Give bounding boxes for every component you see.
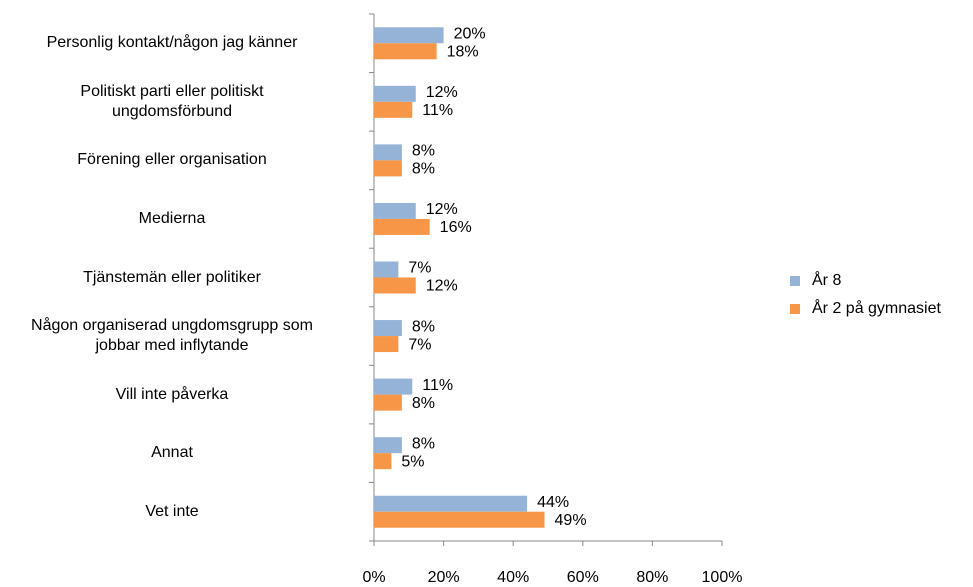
legend-label: År 8 <box>812 270 841 289</box>
bar <box>374 261 399 278</box>
value-label: 7% <box>408 260 431 277</box>
bar <box>374 85 416 102</box>
value-label: 18% <box>447 43 479 60</box>
bar <box>374 27 444 44</box>
value-label: 8% <box>412 395 435 412</box>
bar <box>374 202 416 219</box>
x-tick-label: 20% <box>428 569 460 586</box>
value-label: 8% <box>412 161 435 178</box>
value-label: 7% <box>408 336 431 353</box>
category-label: Tjänstemän eller politiker <box>83 268 261 286</box>
category-label: Någon organiserad ungdomsgrupp som jobba… <box>31 317 313 355</box>
value-label: 11% <box>422 102 453 119</box>
value-label: 44% <box>537 494 569 511</box>
legend-label: År 2 på gymnasiet <box>812 298 942 317</box>
value-label: 20% <box>454 25 486 42</box>
category-label: Politiskt parti eller politiskt ungdomsf… <box>80 82 264 120</box>
bar <box>374 277 416 294</box>
x-tick-label: 60% <box>567 569 599 586</box>
value-label: 12% <box>426 278 458 295</box>
bar <box>374 378 413 395</box>
value-label: 8% <box>412 143 435 160</box>
bar <box>374 144 402 161</box>
bar <box>374 511 545 528</box>
value-label: 16% <box>440 219 472 236</box>
value-label: 49% <box>555 512 587 529</box>
bar <box>374 43 437 60</box>
category-label: Personlig kontakt/någon jag känner <box>46 34 298 52</box>
value-label: 5% <box>401 453 424 470</box>
category-label: Vet inte <box>145 502 199 520</box>
bar <box>374 218 430 235</box>
bar <box>374 336 399 353</box>
value-label: 11% <box>422 377 453 394</box>
value-label: 8% <box>412 435 435 452</box>
value-label: 8% <box>412 318 435 335</box>
category-label: Förening eller organisation <box>77 151 267 169</box>
category-label: Medierna <box>138 209 206 227</box>
legend-swatch <box>790 304 800 314</box>
bar <box>374 160 402 177</box>
x-tick-label: 0% <box>362 569 385 586</box>
category-label: Vill inte påverka <box>115 385 229 403</box>
bar <box>374 101 413 118</box>
bar <box>374 394 402 411</box>
value-label: 12% <box>426 84 458 101</box>
x-tick-label: 40% <box>497 569 529 586</box>
bar <box>374 320 402 337</box>
category-label: Annat <box>151 444 193 462</box>
bar <box>374 453 392 470</box>
x-tick-label: 100% <box>702 569 743 586</box>
bar <box>374 437 402 454</box>
x-tick-label: 80% <box>636 569 668 586</box>
legend-swatch <box>790 276 800 286</box>
value-label: 12% <box>426 201 458 218</box>
bar <box>374 495 528 512</box>
